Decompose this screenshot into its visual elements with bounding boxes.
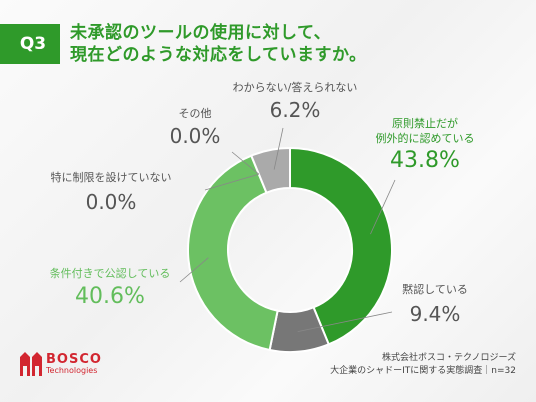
label-conditional-approval-text: 条件付きで公認している xyxy=(49,267,171,280)
question-number: Q3 xyxy=(19,34,47,54)
label-tacit-approval: 黙認している 9.4% xyxy=(380,282,490,327)
question-title: 未承認のツールの使用に対して、 現在どのような対応をしていますか。 xyxy=(70,22,470,66)
question-line-2: 現在どのような対応をしていますか。 xyxy=(70,45,367,65)
logo-brand: BOSCO xyxy=(46,351,102,367)
value-unknown: 6.2% xyxy=(269,98,321,122)
label-unknown: わからない/答えられない 6.2% xyxy=(220,80,370,123)
slice-exception-allowed xyxy=(289,146,393,346)
value-tacit-approval: 9.4% xyxy=(409,302,461,326)
bosco-logo-icon xyxy=(20,352,42,376)
company-logo: BOSCO Technologies xyxy=(20,352,102,376)
label-exception-allowed-line1: 原則禁止だが xyxy=(392,117,458,130)
label-no-restriction-text: 特に制限を設けていない xyxy=(50,171,172,184)
label-other: その他 0.0% xyxy=(150,106,240,149)
leader-line xyxy=(231,151,260,175)
label-no-restriction: 特に制限を設けていない 0.0% xyxy=(16,170,206,215)
slice-unknown xyxy=(249,146,291,194)
question-number-tab: Q3 xyxy=(0,24,60,64)
source-survey: 大企業のシャドーITに関する実態調査｜n=32 xyxy=(330,366,516,376)
slice-conditional-approval xyxy=(187,154,279,352)
logo-sub: Technologies xyxy=(46,365,98,375)
value-conditional-approval: 40.6% xyxy=(75,284,145,309)
leader-line xyxy=(297,311,393,333)
value-other: 0.0% xyxy=(169,124,221,148)
leader-line xyxy=(273,127,284,170)
source-company: 株式会社ボスコ・テクノロジーズ xyxy=(381,353,516,363)
label-unknown-text: わからない/答えられない xyxy=(232,81,358,94)
leader-line xyxy=(204,173,259,191)
label-conditional-approval: 条件付きで公認している 40.6% xyxy=(20,266,200,313)
value-exception-allowed: 43.8% xyxy=(390,148,460,173)
question-line-1: 未承認のツールの使用に対して、 xyxy=(70,23,332,43)
leader-line xyxy=(370,179,396,235)
value-no-restriction: 0.0% xyxy=(85,190,137,214)
source-note: 株式会社ボスコ・テクノロジーズ 大企業のシャドーITに関する実態調査｜n=32 xyxy=(330,352,516,378)
label-tacit-approval-text: 黙認している xyxy=(402,283,468,296)
label-exception-allowed: 原則禁止だが 例外的に認めている 43.8% xyxy=(340,116,510,176)
label-exception-allowed-line2: 例外的に認めている xyxy=(375,132,475,145)
leader-line xyxy=(179,257,209,283)
label-other-text: その他 xyxy=(178,107,212,120)
